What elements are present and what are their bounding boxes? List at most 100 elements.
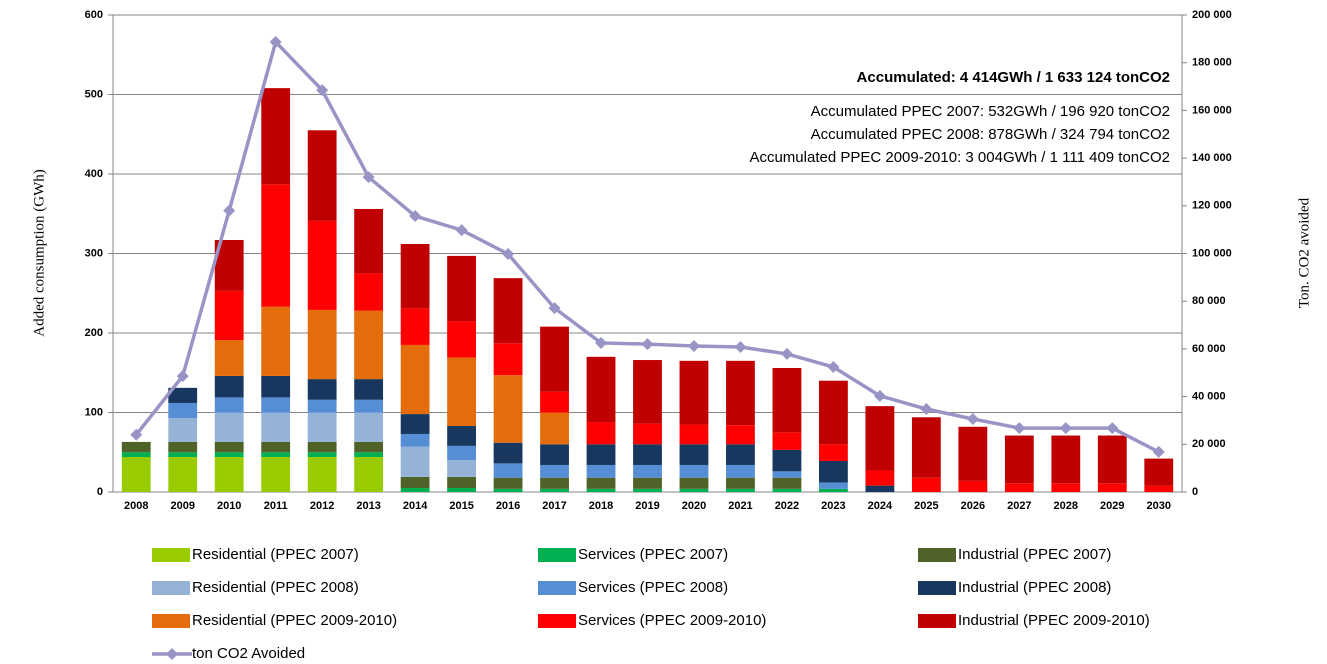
- line-marker: [269, 35, 282, 48]
- legend-swatch: [918, 548, 956, 562]
- line-marker: [455, 224, 468, 237]
- y-tick-label: 600: [85, 9, 103, 21]
- bar-segment: [261, 88, 291, 185]
- legend-swatch: [152, 614, 190, 628]
- bar-segment: [261, 412, 291, 442]
- bar-segment: [958, 426, 988, 481]
- bar-segment: [447, 255, 476, 322]
- bar-segment: [307, 309, 337, 380]
- line-marker: [1106, 422, 1119, 435]
- x-tick-label: 2020: [682, 500, 706, 512]
- bar-segment: [726, 360, 755, 426]
- bar-segment: [261, 441, 291, 453]
- bar-segment: [447, 445, 476, 461]
- bar-segment: [214, 375, 244, 398]
- bar-segment: [307, 452, 337, 458]
- bar-segment: [307, 399, 337, 413]
- x-tick-label: 2024: [868, 500, 893, 512]
- bar-segment: [168, 418, 198, 442]
- bar-segment: [819, 482, 848, 489]
- y2-tick-label: 40 000: [1192, 391, 1226, 403]
- x-tick-label: 2018: [589, 500, 613, 512]
- bar-segment: [772, 488, 802, 492]
- x-tick-label: 2009: [170, 500, 194, 512]
- legend-swatch: [538, 581, 576, 595]
- bar-segment: [865, 485, 895, 492]
- line-marker: [362, 171, 375, 184]
- bar-segment: [679, 464, 709, 478]
- bar-segment: [354, 379, 384, 400]
- legend-label: Services (PPEC 2009-2010): [578, 612, 766, 629]
- line-marker: [827, 361, 840, 374]
- legend-label: Services (PPEC 2007): [578, 546, 728, 563]
- y2-tick-label: 20 000: [1192, 438, 1226, 450]
- legend-label: Services (PPEC 2008): [578, 579, 728, 596]
- x-tick-label: 2013: [356, 500, 380, 512]
- bar-segment: [168, 457, 198, 492]
- bar-segment: [679, 424, 709, 445]
- bar-segment: [121, 457, 151, 492]
- y2-tick-label: 200 000: [1192, 9, 1232, 21]
- bar-segment: [400, 414, 430, 434]
- bar-segment: [1144, 485, 1174, 492]
- y-tick-label: 400: [85, 168, 103, 180]
- x-tick-label: 2012: [310, 500, 334, 512]
- line-marker: [409, 210, 422, 223]
- y-axis-title: Added consumption (GWh): [31, 169, 47, 336]
- bar-segment: [1144, 458, 1174, 486]
- bar-segment: [586, 422, 616, 445]
- legend-label: Residential (PPEC 2009-2010): [192, 612, 397, 629]
- bar-segment: [214, 441, 244, 453]
- bar-segment: [354, 399, 384, 413]
- y-tick-label: 300: [85, 247, 103, 259]
- x-tick-label: 2014: [403, 500, 428, 512]
- bar-segment: [261, 397, 291, 413]
- bar-segment: [679, 477, 709, 489]
- bar-segment: [1051, 435, 1081, 484]
- bar-segment: [307, 441, 337, 453]
- bar-segment: [493, 375, 523, 443]
- bar-segment: [307, 412, 337, 442]
- bar-segment: [911, 477, 941, 492]
- y2-tick-label: 180 000: [1192, 57, 1232, 69]
- x-tick-label: 2022: [775, 500, 799, 512]
- bar-segment: [1051, 483, 1081, 492]
- bar-segment: [400, 344, 430, 415]
- x-tick-label: 2011: [264, 500, 288, 512]
- bar-segment: [679, 360, 709, 425]
- line-marker: [1152, 445, 1165, 458]
- bar-segment: [726, 477, 755, 489]
- bar-segment: [819, 488, 848, 492]
- bar-segment: [214, 340, 244, 376]
- bar-segment: [1004, 435, 1034, 484]
- line-marker: [502, 247, 515, 260]
- x-tick-label: 2008: [124, 500, 148, 512]
- y2-tick-label: 0: [1192, 486, 1198, 498]
- bar-segment: [633, 360, 662, 424]
- bar-segment: [493, 488, 523, 492]
- bar-segment: [586, 477, 616, 489]
- bar-segment: [168, 452, 198, 458]
- bar-segment: [307, 457, 337, 492]
- x-tick-label: 2010: [217, 500, 241, 512]
- bar-segment: [633, 423, 662, 445]
- bar-segment: [354, 310, 384, 380]
- bar-segment: [447, 321, 476, 358]
- legend-label: ton CO2 Avoided: [192, 645, 305, 662]
- legend-swatch: [538, 614, 576, 628]
- legend-label: Industrial (PPEC 2007): [958, 546, 1111, 563]
- bar-segment: [540, 412, 569, 445]
- x-tick-label: 2021: [728, 500, 752, 512]
- bar-segment: [540, 477, 569, 489]
- line-marker: [130, 428, 143, 441]
- bar-segment: [1097, 483, 1127, 492]
- bar-segment: [493, 477, 523, 489]
- bar-segment: [586, 444, 616, 465]
- bar-segment: [726, 464, 755, 478]
- x-tick-label: 2015: [449, 500, 473, 512]
- bar-segment: [447, 460, 476, 477]
- bar-segment: [354, 273, 384, 311]
- bar-segment: [726, 444, 755, 465]
- bar-segment: [586, 464, 616, 478]
- bar-segment: [261, 306, 291, 376]
